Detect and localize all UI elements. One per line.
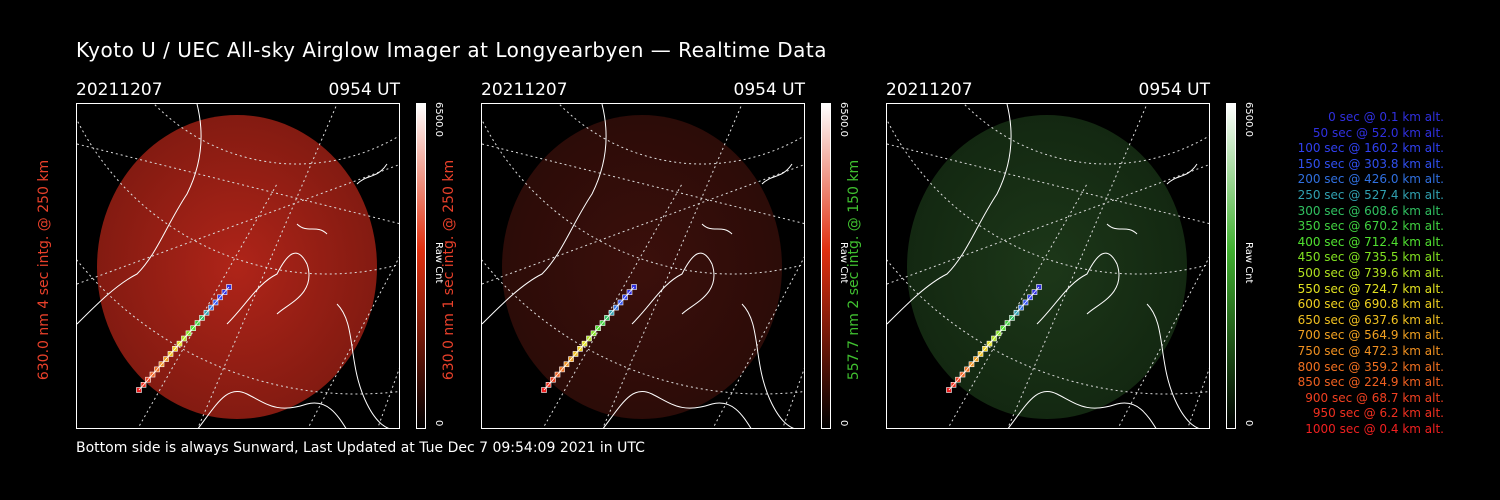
- footer-status: Bottom side is always Sunward, Last Upda…: [76, 440, 645, 456]
- colorbar-min-label: 0: [433, 420, 444, 427]
- all-sky-map: [481, 103, 805, 429]
- legend-entry: 350 sec @ 670.2 km alt.: [1297, 219, 1444, 234]
- airglow-disc: [907, 115, 1187, 419]
- legend-entry: 0 sec @ 0.1 km alt.: [1328, 110, 1444, 124]
- page-title: Kyoto U / UEC All-sky Airglow Imager at …: [76, 38, 827, 62]
- panel-date: 20211207: [481, 80, 568, 100]
- legend-entry: 550 sec @ 724.7 km alt.: [1297, 281, 1444, 296]
- colorbar: [1226, 103, 1236, 429]
- airglow-disc: [97, 115, 377, 419]
- rocket-trajectory: [136, 284, 232, 393]
- panel-wavelength-label: 557.7 nm 2 sec intg. @ 150 km: [846, 159, 862, 381]
- legend-entry: 650 sec @ 637.6 km alt.: [1297, 312, 1444, 327]
- rocket-trajectory: [541, 284, 637, 393]
- coastline: [77, 104, 390, 428]
- all-sky-map: [886, 103, 1210, 429]
- colorbar-min-label: 0: [1243, 420, 1254, 427]
- coastline: [482, 104, 795, 428]
- legend-entry: 150 sec @ 303.8 km alt.: [1297, 156, 1444, 171]
- all-sky-map: [76, 103, 400, 429]
- colorbar: [416, 103, 426, 429]
- legend-entry: 850 sec @ 224.9 km alt.: [1297, 375, 1444, 390]
- panel-time: 0954 UT: [733, 80, 806, 100]
- panel-time: 0954 UT: [1138, 80, 1211, 100]
- legend-entry: 950 sec @ 6.2 km alt.: [1312, 406, 1444, 421]
- legend-entry: 800 sec @ 359.2 km alt.: [1297, 359, 1444, 374]
- legend-entry: 100 sec @ 160.2 km alt.: [1297, 141, 1444, 156]
- colorbar: [821, 103, 831, 429]
- altitude-legend: 0 sec @ 0.1 km alt. 50 sec @ 52.0 km alt.…: [1262, 110, 1444, 437]
- sky-image-panel-3: 20211207 0954 UT 557.7 nm 2 sec intg. @ 15…: [846, 80, 1286, 430]
- legend-entry: 500 sec @ 739.6 km alt.: [1297, 265, 1444, 280]
- colorbar-max-label: 6500.0: [1243, 102, 1254, 137]
- legend-entry: 600 sec @ 690.8 km alt.: [1297, 297, 1444, 312]
- airglow-disc: [502, 115, 782, 419]
- colorbar-max-label: 6500.0: [433, 102, 444, 137]
- legend-entry: 750 sec @ 472.3 km alt.: [1297, 343, 1444, 358]
- legend-entry: 1000 sec @ 0.4 km alt.: [1305, 421, 1444, 436]
- sky-image-panel-1: 20211207 0954 UT 630.0 nm 4 sec intg. @ 25…: [36, 80, 476, 430]
- legend-entry: 200 sec @ 426.0 km alt.: [1297, 172, 1444, 187]
- legend-entry: 900 sec @ 68.7 km alt.: [1305, 390, 1444, 405]
- sky-image-panel-2: 20211207 0954 UT 630.0 nm 1 sec intg. @ 25…: [441, 80, 881, 430]
- coastline: [887, 104, 1200, 428]
- panel-wavelength-label: 630.0 nm 4 sec intg. @ 250 km: [36, 159, 52, 381]
- legend-entry: 300 sec @ 608.6 km alt.: [1297, 203, 1444, 218]
- lat-lon-grid: [482, 104, 804, 428]
- legend-entry: 400 sec @ 712.4 km alt.: [1297, 234, 1444, 249]
- panel-date: 20211207: [76, 80, 163, 100]
- lat-lon-grid: [887, 104, 1209, 428]
- colorbar-max-label: 6500.0: [838, 102, 849, 137]
- panel-date: 20211207: [886, 80, 973, 100]
- legend-entry: 50 sec @ 52.0 km alt.: [1312, 125, 1444, 140]
- panel-wavelength-label: 630.0 nm 1 sec intg. @ 250 km: [441, 159, 457, 381]
- rocket-trajectory: [946, 284, 1042, 393]
- legend-entry: 450 sec @ 735.5 km alt.: [1297, 250, 1444, 265]
- legend-entry: 700 sec @ 564.9 km alt.: [1297, 328, 1444, 343]
- panel-time: 0954 UT: [328, 80, 401, 100]
- legend-entry: 250 sec @ 527.4 km alt.: [1297, 187, 1444, 202]
- colorbar-min-label: 0: [838, 420, 849, 427]
- colorbar-unit-label: Raw Cnt: [1243, 242, 1254, 284]
- lat-lon-grid: [77, 104, 399, 428]
